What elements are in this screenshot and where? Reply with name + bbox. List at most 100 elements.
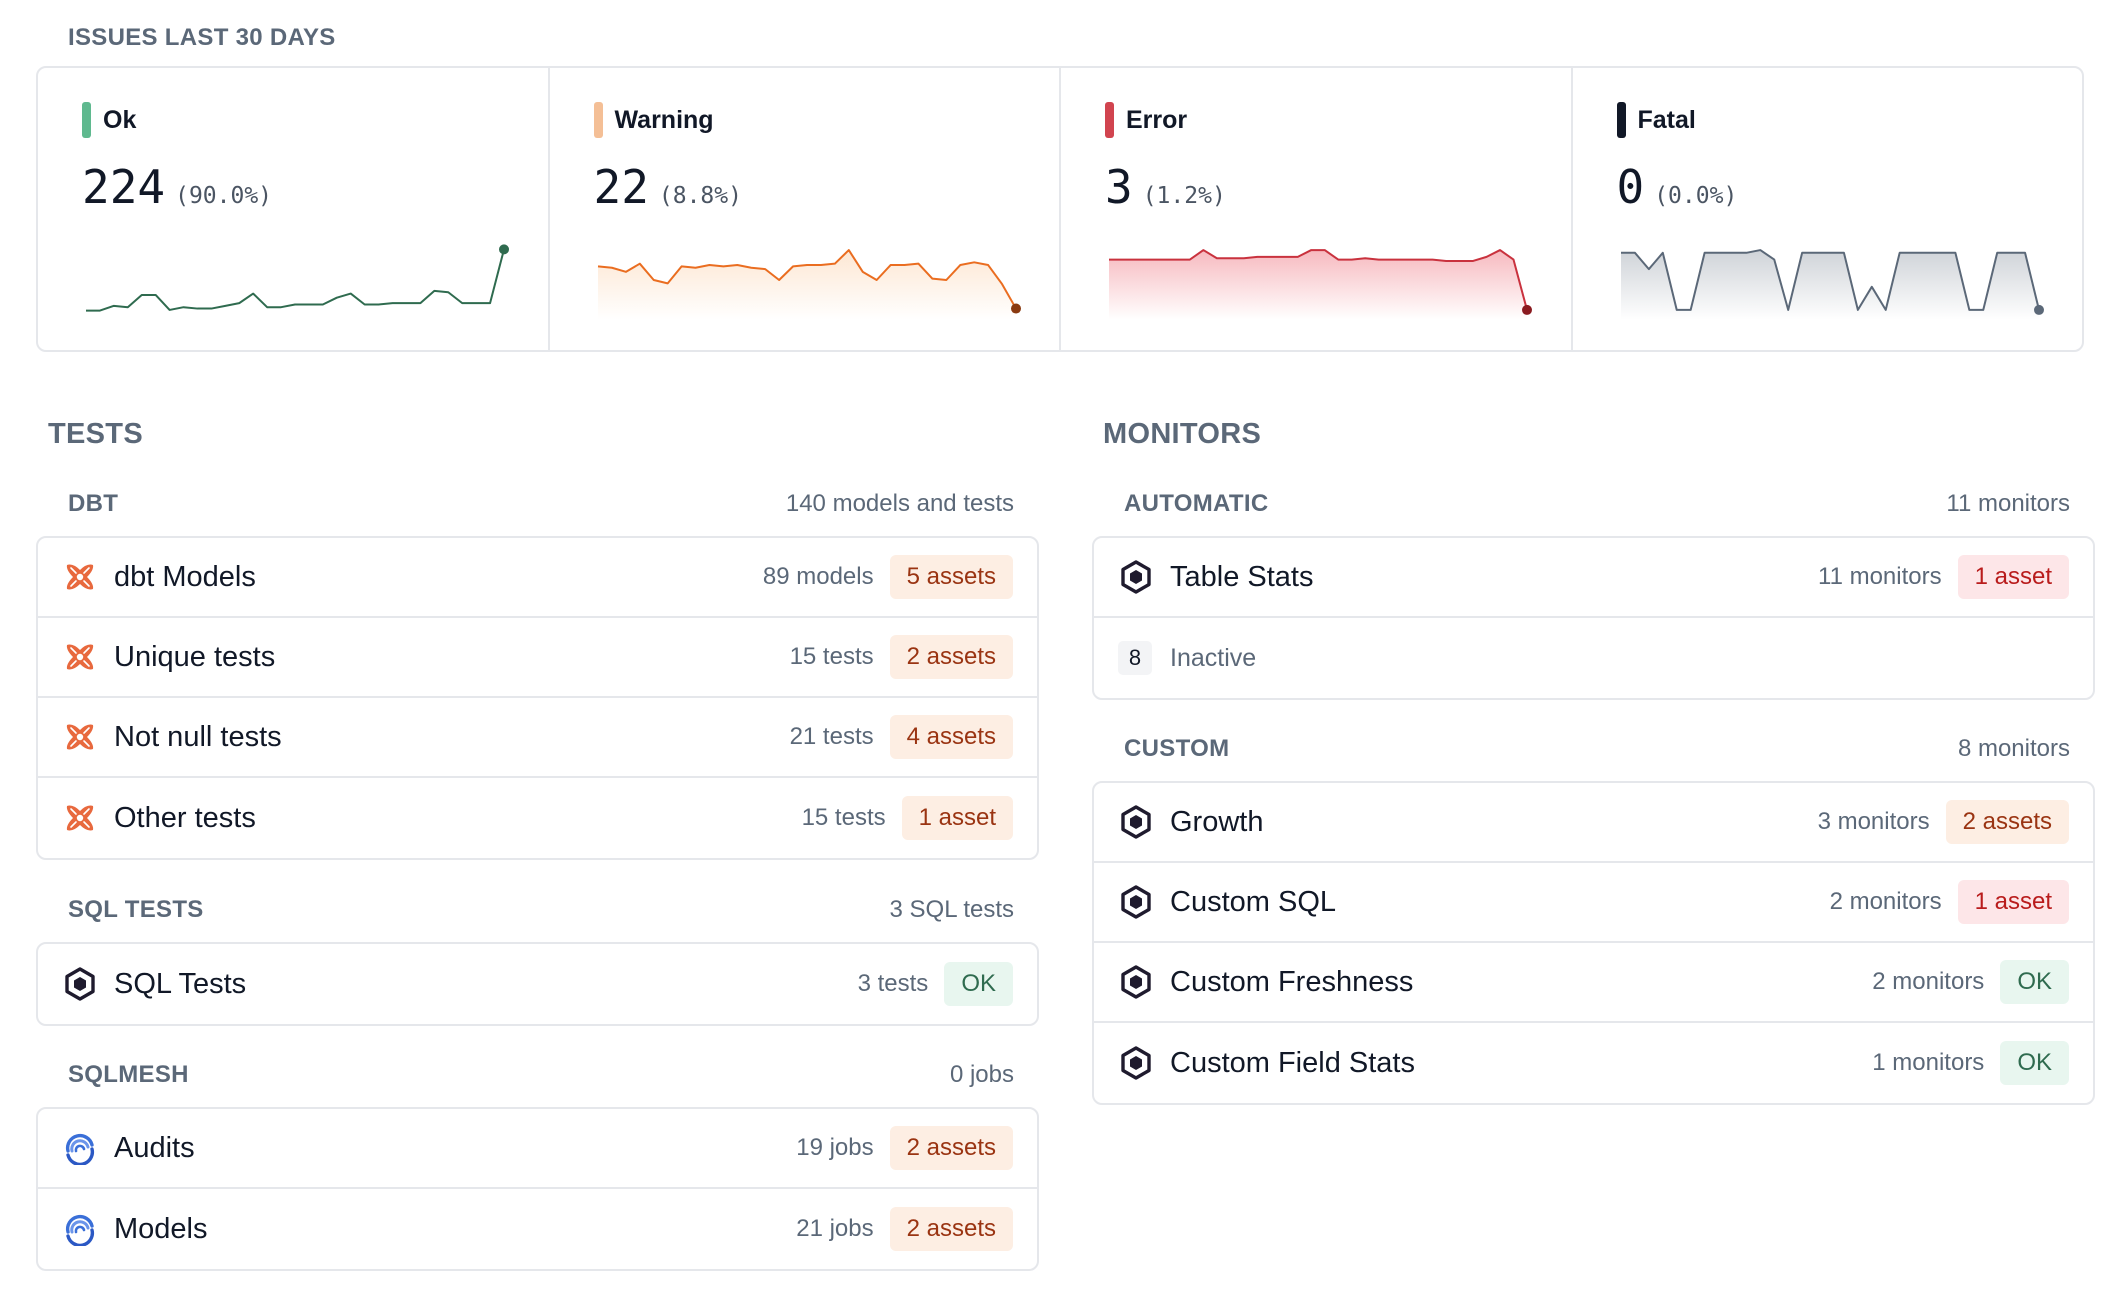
sparkline-endpoint [1010,303,1021,314]
inactive-label: Inactive [1170,643,1257,672]
issue-percent: (1.2%) [1142,183,1226,209]
sqlmesh-icon [65,1133,95,1165]
hexagon-icon [1121,560,1151,594]
row-count: 21 jobs [796,1215,874,1242]
sparkline-line [597,249,1017,310]
issue-count: 22 [593,160,649,214]
row-icon [62,719,98,755]
issue-card-ok[interactable]: Ok 224 (90.0%) [38,68,550,350]
test-row[interactable]: dbt Models 89 models 5 assets [38,538,1037,618]
row-name: Audits [114,1131,195,1164]
monitor-row[interactable]: Custom Field Stats 1 monitors OK [1094,1023,2093,1103]
group-count: 8 monitors [1957,735,2070,762]
row-name: SQL Tests [114,967,247,1000]
hexagon-icon [1121,1046,1151,1080]
status-badge: 4 assets [889,715,1013,759]
sqlmesh-icon [65,1214,95,1246]
monitor-row[interactable]: Table Stats 11 monitors 1 asset [1094,538,2093,618]
dbt-icon [66,724,94,750]
row-icon [1118,964,1154,1000]
status-badge: 1 asset [1957,555,2069,599]
group-count: 3 SQL tests [889,896,1015,923]
inactive-row[interactable]: 8 Inactive [1094,618,2093,698]
group-header-dbt: DBT 140 models and tests [68,490,1014,518]
group-count: 11 monitors [1946,490,2070,517]
issues-section-title: ISSUES LAST 30 DAYS [68,24,336,51]
group-header-sqlmesh: SQLMESH 0 jobs [68,1061,1014,1089]
group-title: DBT [68,490,119,517]
sparkline-endpoint [499,244,509,255]
sparkline-area [1109,250,1527,320]
group-title: CUSTOM [1124,735,1230,762]
group-title: SQLMESH [68,1061,189,1088]
sqlmesh-panel: Audits 19 jobs 2 assets Models 21 jobs 2 ass… [36,1107,1039,1271]
test-row[interactable]: Models 21 jobs 2 assets [38,1189,1037,1269]
row-icon [1118,884,1154,920]
test-row[interactable]: Not null tests 21 tests 4 assets [38,698,1037,778]
status-badge: 5 assets [889,555,1013,599]
issue-card-warning[interactable]: Warning 22 (8.8%) [550,68,1061,350]
monitor-count: 11 monitors [1818,563,1942,590]
hexagon-icon [65,967,95,1001]
issue-percent: (90.0%) [175,183,273,209]
issue-percent: (8.8%) [658,183,742,209]
status-badge: OK [2000,960,2069,1004]
issue-percent: (0.0%) [1654,183,1738,209]
dbt-icon [66,564,94,590]
row-icon [62,966,98,1002]
status-color-bar [593,102,603,138]
row-count: 15 tests [801,804,886,831]
status-badge: 2 assets [889,1207,1013,1251]
row-icon [1118,1045,1154,1081]
row-name: Other tests [114,801,256,834]
test-row[interactable]: SQL Tests 3 tests OK [38,944,1037,1024]
row-count: 3 tests [857,970,929,997]
row-count: 1 monitors [1872,1049,1985,1076]
issue-card-fatal[interactable]: Fatal 0 (0.0%) [1573,68,2083,350]
monitor-icon [1118,559,1154,595]
test-row[interactable]: Unique tests 15 tests 2 assets [38,618,1037,698]
issue-status-name: Fatal [1637,105,1696,134]
status-color-bar [1105,102,1114,138]
test-row[interactable]: Audits 19 jobs 2 assets [38,1109,1037,1189]
sparkline-endpoint [1522,304,1532,315]
dbt-panel: dbt Models 89 models 5 assets Unique tests… [36,536,1039,860]
status-color-bar [82,102,91,138]
status-badge: OK [944,962,1013,1006]
row-name: Custom Freshness [1170,965,1414,998]
row-icon [1118,804,1154,840]
sparkline-chart [86,244,509,312]
sparkline-chart [1109,249,1532,320]
row-name: dbt Models [114,560,256,593]
row-count: 89 models [762,563,874,590]
dbt-icon [66,644,94,670]
test-row[interactable]: Other tests 15 tests 1 asset [38,778,1037,858]
row-name: Custom SQL [1170,885,1336,918]
issue-count: 0 [1616,160,1645,214]
monitor-row[interactable]: Custom SQL 2 monitors 1 asset [1094,863,2093,943]
hexagon-icon [1121,965,1151,999]
monitor-row[interactable]: Growth 3 monitors 2 assets [1094,783,2093,863]
issue-card-error[interactable]: Error 3 (1.2%) [1061,68,1573,350]
group-count: 140 models and tests [785,490,1014,517]
row-name: Growth [1170,805,1264,838]
issue-count: 224 [82,160,166,214]
row-icon [62,559,98,595]
issue-status-name: Error [1126,105,1188,134]
status-badge: 2 assets [889,635,1013,679]
sparkline-line [86,249,505,312]
automatic-monitors-panel: Table Stats 11 monitors 1 asset 8 Inacti… [1092,536,2095,700]
dbt-icon [66,805,94,831]
row-count: 15 tests [789,643,874,670]
monitor-row[interactable]: Custom Freshness 2 monitors OK [1094,943,2093,1023]
row-name: Not null tests [114,720,282,753]
row-name: Custom Field Stats [1170,1046,1415,1079]
status-color-bar [1616,102,1626,138]
hexagon-icon [1121,805,1151,839]
status-badge: 2 assets [1945,800,2069,844]
row-icon [62,1211,98,1247]
sparkline-endpoint [2033,304,2044,315]
issues-summary: Ok 224 (90.0%) Warning 22 (8.8%) Error 3 (1… [36,66,2084,352]
sparkline-area [597,250,1016,320]
sparkline-line [1109,249,1528,311]
